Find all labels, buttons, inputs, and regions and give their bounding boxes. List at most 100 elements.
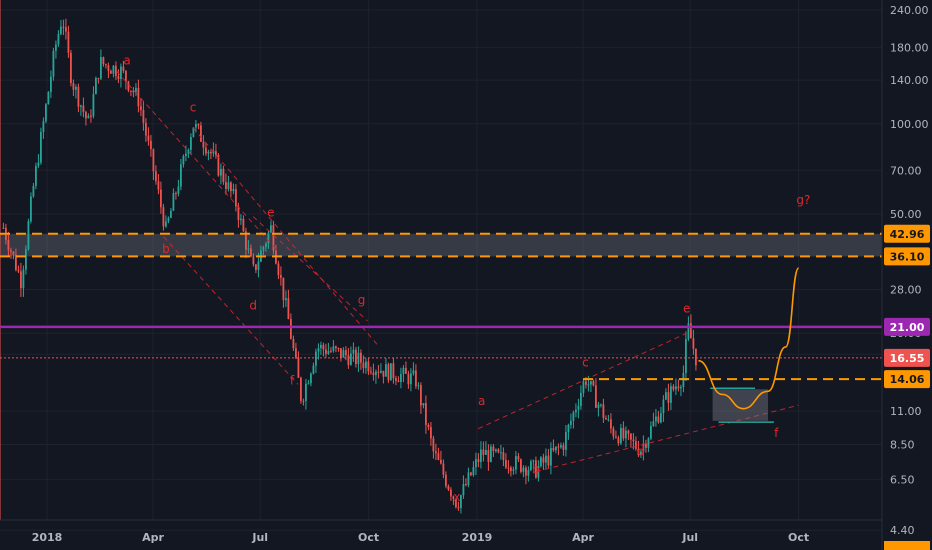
candle-up xyxy=(640,451,642,455)
candle-down xyxy=(617,437,620,444)
x-tick-label: 2019 xyxy=(462,531,493,544)
candle-up xyxy=(30,196,32,222)
candle-down xyxy=(455,498,457,508)
candle-down xyxy=(505,459,507,468)
candle-up xyxy=(352,349,355,354)
resistance-zone xyxy=(0,233,882,257)
candle-down xyxy=(82,105,85,112)
trendline xyxy=(477,332,687,430)
candle-up xyxy=(572,412,575,421)
candle-up xyxy=(647,438,650,448)
price-badge xyxy=(884,317,930,336)
candle-down xyxy=(132,90,135,93)
price-badge-label: 21.00 xyxy=(890,321,925,334)
candle-up xyxy=(620,427,622,444)
candle-down xyxy=(672,386,675,390)
candle-up xyxy=(587,384,590,386)
y-tick-label: 4.40 xyxy=(890,524,915,537)
y-tick-label: 100.00 xyxy=(890,118,929,131)
candle-down xyxy=(517,456,520,460)
candle-down xyxy=(337,348,340,350)
candle-up xyxy=(462,484,465,496)
candle-down xyxy=(15,254,17,270)
candle-down xyxy=(477,459,480,462)
candle-down xyxy=(645,443,647,448)
candle-up xyxy=(530,461,532,471)
candle-down xyxy=(367,361,370,372)
y-tick-label: 50.00 xyxy=(890,208,922,221)
candle-down xyxy=(287,298,290,320)
price-badge xyxy=(884,247,930,266)
candle-down xyxy=(295,348,297,358)
candle-down xyxy=(152,149,155,172)
candle-down xyxy=(202,141,205,148)
candle-down xyxy=(255,264,257,270)
candle-up xyxy=(422,403,425,406)
candle-down xyxy=(272,225,275,251)
candle-up xyxy=(317,348,320,352)
wave-label-f: f xyxy=(774,426,779,440)
candle-down xyxy=(65,27,67,32)
candle-down xyxy=(377,371,380,373)
candle-down xyxy=(62,26,65,28)
candle-down xyxy=(497,449,500,453)
candle-up xyxy=(417,385,420,387)
candle-down xyxy=(122,66,125,71)
candle-down xyxy=(535,460,537,478)
wave-label-a: a xyxy=(478,394,485,408)
candle-up xyxy=(27,221,30,250)
candle-up xyxy=(135,87,137,93)
candle-down xyxy=(67,31,70,53)
candle-down xyxy=(677,386,680,389)
candle-up xyxy=(567,424,570,433)
y-tick-label: 8.50 xyxy=(890,439,915,452)
candle-up xyxy=(55,44,57,51)
candle-down xyxy=(335,346,337,349)
candle-down xyxy=(585,381,587,385)
candle-up xyxy=(402,367,405,375)
candle-down xyxy=(602,404,605,418)
candle-down xyxy=(435,451,437,454)
candle-up xyxy=(522,467,525,472)
candle-down xyxy=(235,189,237,207)
candle-up xyxy=(642,443,645,452)
candle-down xyxy=(117,76,120,79)
candle-down xyxy=(457,507,460,509)
candle-down xyxy=(245,231,247,250)
candle-down xyxy=(142,109,145,123)
candle-up xyxy=(460,495,462,508)
candle-down xyxy=(2,227,5,229)
candle-down xyxy=(592,381,595,386)
candle-down xyxy=(637,448,640,455)
candle-up xyxy=(315,351,317,366)
candle-up xyxy=(327,350,330,354)
candle-down xyxy=(510,467,512,471)
candle-down xyxy=(657,416,660,423)
candle-up xyxy=(172,193,175,211)
candle-up xyxy=(310,373,312,384)
candle-up xyxy=(545,455,547,463)
candle-down xyxy=(487,450,490,462)
candle-up xyxy=(625,430,627,439)
candle-up xyxy=(555,446,557,451)
candle-down xyxy=(297,357,300,378)
candle-down xyxy=(125,70,127,82)
candle-up xyxy=(357,352,360,365)
candle-up xyxy=(495,449,497,451)
candle-down xyxy=(507,467,510,469)
candle-down xyxy=(12,251,15,255)
candle-down xyxy=(542,457,545,463)
candle-up xyxy=(560,445,562,448)
candle-down xyxy=(97,78,100,80)
candle-down xyxy=(252,256,255,265)
candle-up xyxy=(247,248,250,250)
candle-down xyxy=(330,350,332,352)
candle-up xyxy=(685,339,687,373)
y-tick-label: 70.00 xyxy=(890,164,922,177)
candle-up xyxy=(227,182,230,189)
candle-up xyxy=(42,121,45,132)
zone-rect xyxy=(0,233,882,257)
candle-down xyxy=(107,65,110,71)
candle-down xyxy=(437,453,440,460)
